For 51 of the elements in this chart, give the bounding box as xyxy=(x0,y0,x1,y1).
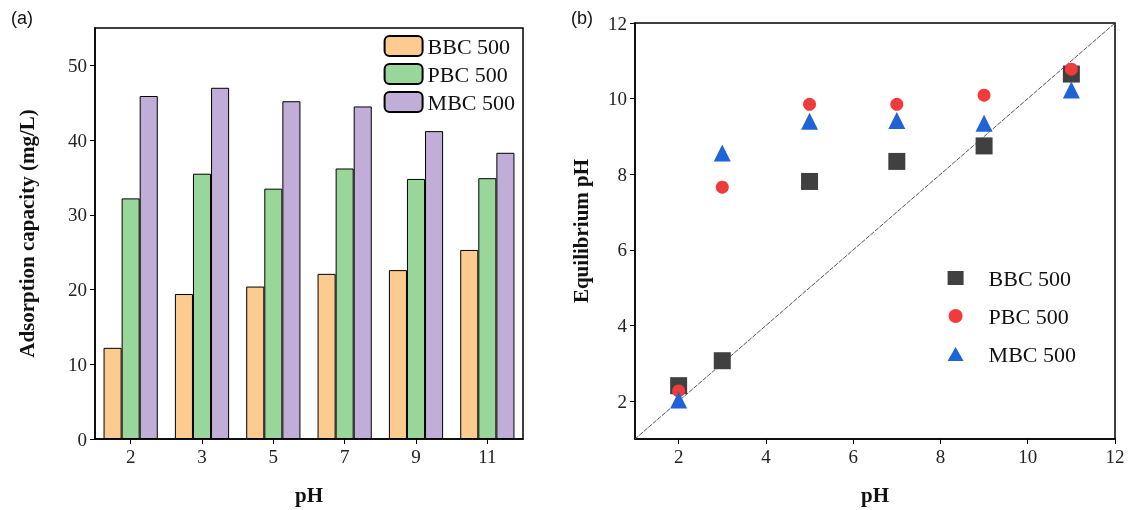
point xyxy=(670,391,688,409)
point xyxy=(713,352,731,370)
y-tick-label: 4 xyxy=(617,315,628,337)
x-axis-title: pH xyxy=(294,482,324,507)
legend-label: PBC 500 xyxy=(988,303,1069,329)
x-tick-label: 4 xyxy=(761,446,772,467)
point xyxy=(888,152,906,170)
y-tick-label: 10 xyxy=(608,88,627,110)
point xyxy=(890,97,904,111)
y-tick-label: 8 xyxy=(617,163,627,185)
point xyxy=(975,137,993,155)
point xyxy=(801,112,819,130)
chart-title: (b) xyxy=(571,8,593,28)
y-axis-title: Equilibrium pH xyxy=(568,158,593,304)
x-tick-label: 5 xyxy=(268,446,279,467)
point xyxy=(801,172,819,190)
point xyxy=(713,144,731,162)
y-tick-label: 2 xyxy=(617,390,627,412)
x-tick-label: 9 xyxy=(411,446,421,467)
legend-label: PBC 500 xyxy=(427,61,508,87)
y-tick-label: 40 xyxy=(68,129,87,151)
point xyxy=(975,114,993,132)
x-tick-label: 7 xyxy=(339,446,350,467)
point xyxy=(1064,62,1078,76)
x-tick-label: 6 xyxy=(848,446,858,467)
point xyxy=(888,112,906,130)
y-tick-label: 0 xyxy=(77,428,87,450)
point xyxy=(977,88,991,102)
x-tick-label: 2 xyxy=(125,446,136,467)
x-tick-label: 12 xyxy=(1105,446,1125,467)
point xyxy=(1062,81,1080,99)
legend-label: MBC 500 xyxy=(427,89,516,115)
y-tick-label: 6 xyxy=(617,239,627,261)
y-tick-label: 20 xyxy=(68,279,87,301)
y-tick-label: 12 xyxy=(608,12,627,34)
x-tick-label: 8 xyxy=(935,446,946,467)
y-axis-title: Adsorption capacity (mg/L) xyxy=(14,109,39,358)
y-tick-label: 50 xyxy=(68,54,87,76)
y-tick-label: 10 xyxy=(68,353,87,375)
x-tick-label: 10 xyxy=(1018,446,1038,467)
point xyxy=(803,97,817,111)
y-tick-label: 30 xyxy=(68,204,87,226)
x-tick-label: 11 xyxy=(478,446,497,467)
legend-label: BBC 500 xyxy=(988,265,1072,291)
chart-title: (a) xyxy=(11,8,33,28)
point xyxy=(715,180,729,194)
legend-label: MBC 500 xyxy=(988,341,1077,367)
x-tick-label: 3 xyxy=(197,446,207,467)
x-axis-title: pH xyxy=(860,482,890,507)
x-tick-label: 2 xyxy=(673,446,684,467)
legend-label: BBC 500 xyxy=(427,33,511,59)
